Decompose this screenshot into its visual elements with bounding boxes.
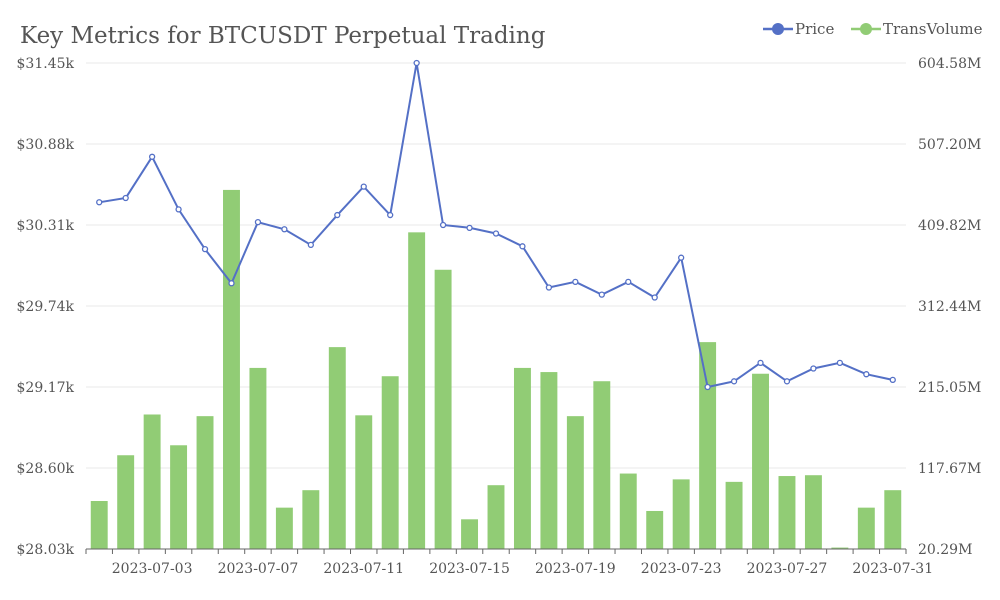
volume-bar [90,500,108,549]
volume-bar [725,481,743,549]
volume-bar [170,445,188,549]
volume-bar [778,476,796,549]
volume-bar [831,547,849,549]
price-point [704,383,711,391]
price-points [96,59,896,391]
left-axis-ticks: $28.03k $28.60k $29.17k $29.74k $30.31k $30.8… [17,56,75,558]
right-tick-label: 20.29M [918,542,972,558]
volume-bar [117,455,135,549]
left-tick-label: $29.17k [17,380,75,396]
right-tick-label: 117.67M [918,461,981,477]
x-tick-label: 2023-07-15 [429,561,510,577]
price-point [572,278,579,285]
volume-bar [593,381,611,549]
right-axis-ticks: 20.29M 117.67M 215.05M 312.44M 409.82M 507.20… [918,56,981,558]
price-point [730,378,738,385]
volume-bar [619,473,637,549]
price-point [678,254,685,261]
price-point [625,278,632,285]
right-tick-label: 215.05M [918,380,981,396]
volume-bar [857,507,875,549]
right-tick-label: 312.44M [918,299,981,315]
x-tick-label: 2023-07-31 [852,561,933,577]
left-tick-label: $30.31k [17,218,75,234]
chart-title: Key Metrics for BTCUSDT Perpetual Tradin… [20,23,546,49]
price-point [360,183,367,190]
price-point [122,194,129,202]
price-point [175,206,182,213]
legend: Price TransVolume [763,20,983,38]
legend-transvolume-label: TransVolume [883,20,983,38]
price-point [598,291,605,298]
x-tick-label: 2023-07-23 [641,561,722,577]
price-point [148,153,156,160]
x-tick-label: 2023-07-03 [112,561,193,577]
price-point [466,224,473,231]
price-point [228,280,235,287]
volume-bar [699,342,717,549]
volume-bar [275,507,293,549]
price-point [810,365,817,372]
grid-lines [86,62,906,469]
x-tick-label: 2023-07-11 [323,561,404,577]
price-point [387,211,394,219]
volume-bar [672,479,690,549]
volume-bar [646,510,664,549]
price-point [281,226,288,233]
x-tick-label: 2023-07-19 [535,561,616,577]
volume-bar [566,416,584,549]
volume-bar [302,490,320,549]
left-tick-label: $30.88k [17,137,75,153]
right-tick-label: 409.82M [918,218,981,234]
legend-price-marker [772,23,784,35]
price-point [492,230,500,237]
price-point [651,294,658,301]
price-point [254,219,262,226]
legend-item-price[interactable]: Price [763,20,834,38]
x-tick-label: 2023-07-07 [218,561,299,577]
price-point [334,211,341,219]
left-tick-label: $28.03k [17,542,75,558]
price-point [96,199,103,206]
volume-bar [223,189,240,550]
price-point [413,59,420,67]
x-tick-label: 2023-07-27 [747,561,828,577]
price-point [757,359,764,366]
volume-bar [249,367,267,549]
left-tick-label: $28.60k [17,461,75,477]
volume-bar [461,519,479,549]
legend-item-transvolume[interactable]: TransVolume [851,20,983,38]
price-point [201,246,209,253]
transvolume-bars [90,189,902,550]
price-point [545,284,553,291]
x-axis: 2023-07-03 2023-07-07 2023-07-11 2023-07-15… [85,548,933,577]
volume-bar [434,269,452,549]
price-point [519,243,526,250]
price-point [889,376,896,384]
volume-bar [381,376,399,549]
volume-bar [355,415,373,549]
volume-bar [196,416,214,549]
price-point [863,371,870,378]
volume-bar [804,475,822,549]
legend-transvolume-marker [860,23,872,35]
price-point [307,241,314,249]
price-point [783,378,791,385]
left-tick-label: $29.74k [17,299,75,315]
left-tick-label: $31.45k [17,56,75,72]
price-point [836,359,844,366]
volume-bar [408,232,426,550]
legend-price-label: Price [795,20,834,38]
volume-bar [143,414,161,549]
right-tick-label: 604.58M [918,56,981,72]
volume-bar [328,347,346,549]
volume-bar [513,367,531,549]
volume-bar [752,373,769,549]
volume-bar [540,372,558,549]
volume-bar [487,485,505,549]
price-point [439,221,447,229]
right-tick-label: 507.20M [918,137,981,153]
volume-bar [884,490,902,549]
